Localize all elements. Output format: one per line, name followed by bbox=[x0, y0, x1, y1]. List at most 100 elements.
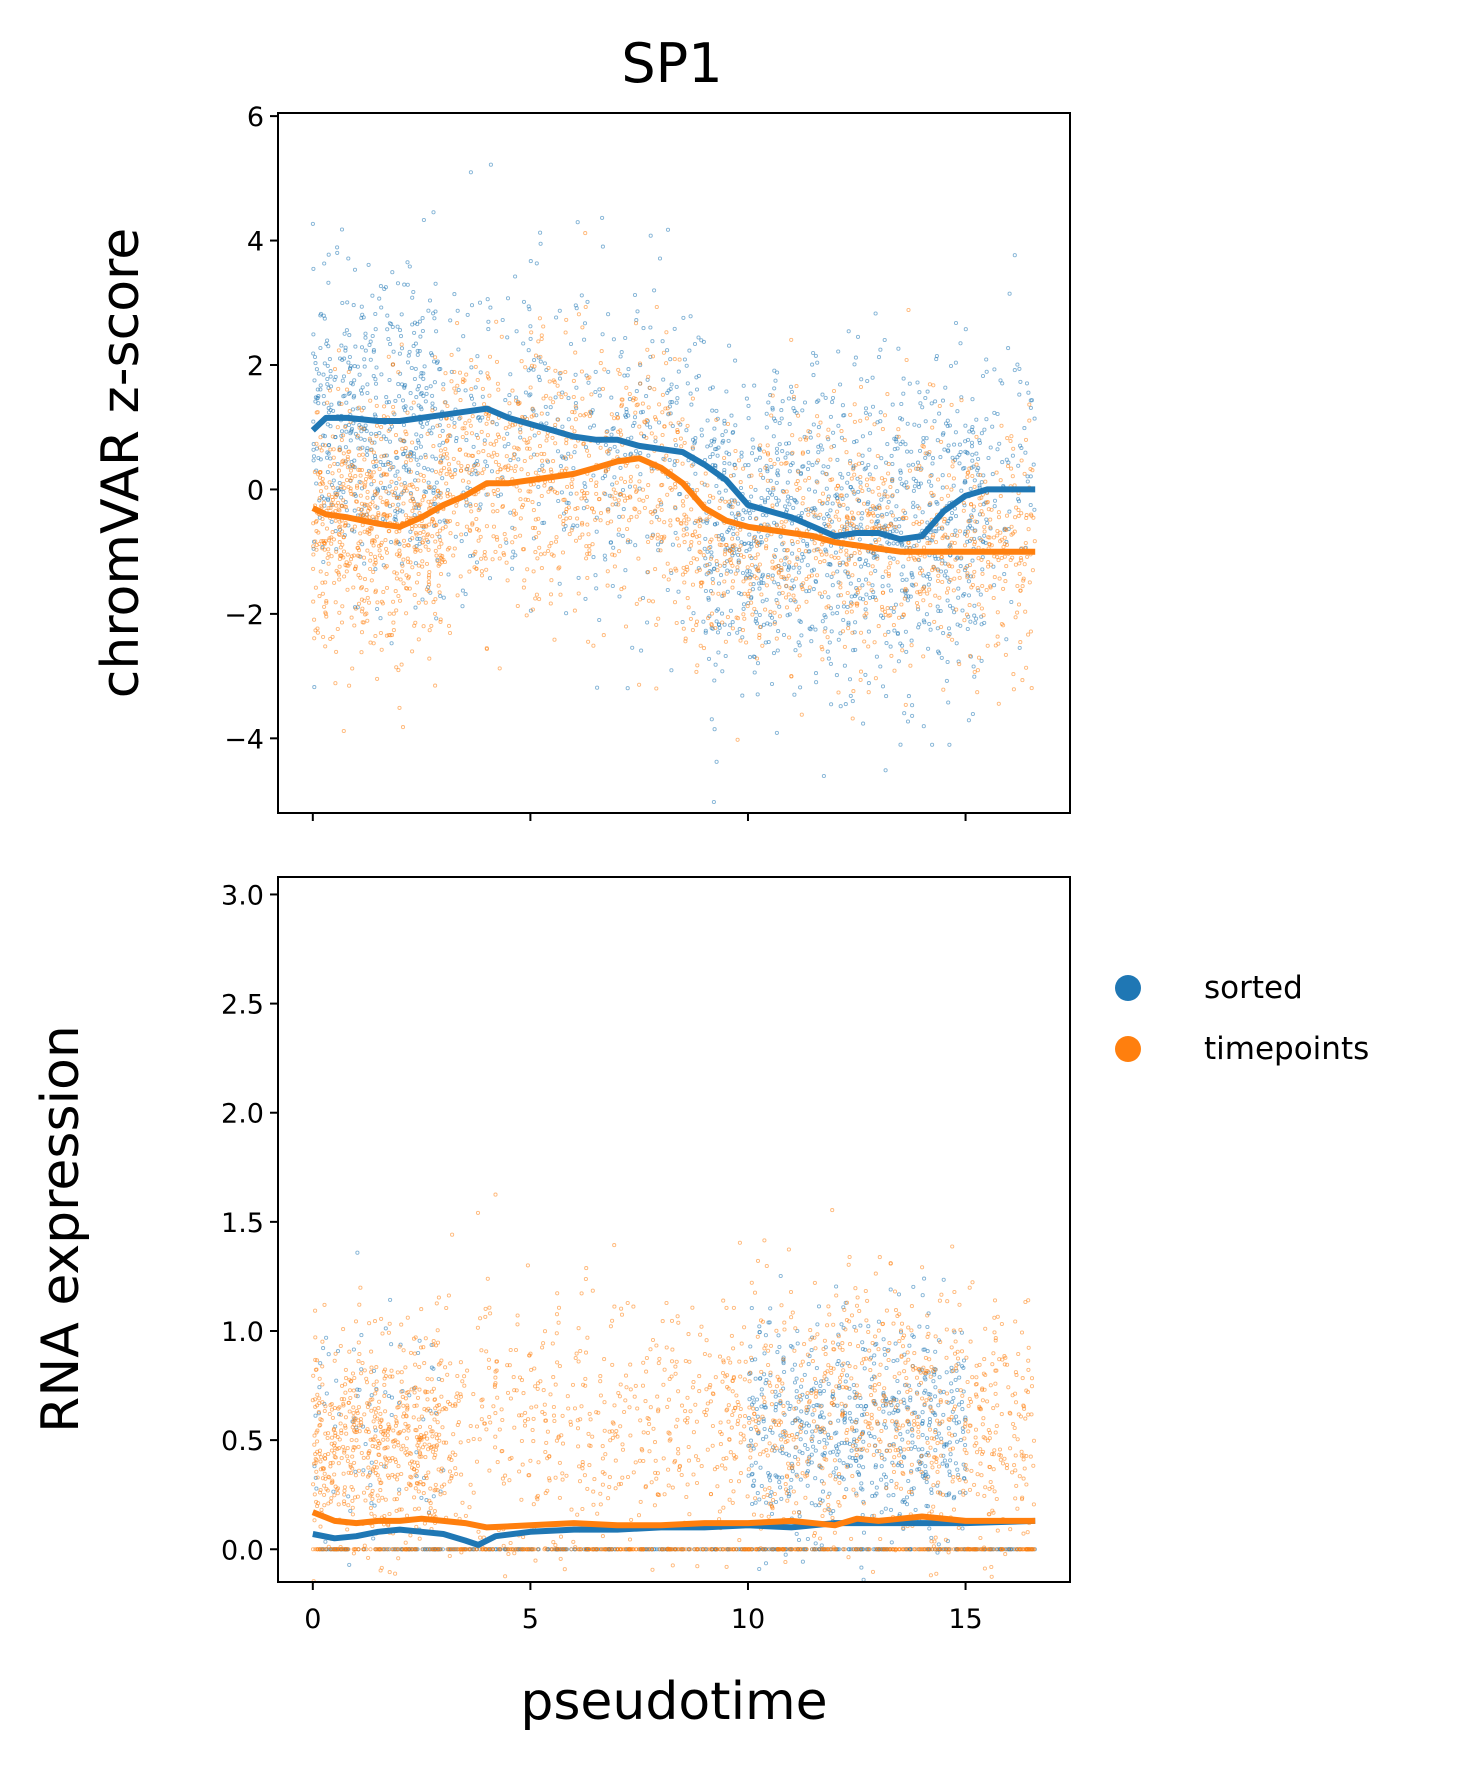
scatter-point-timepoints bbox=[988, 562, 993, 567]
scatter-point-timepoints bbox=[873, 540, 879, 545]
scatter-point-sorted bbox=[398, 508, 403, 513]
y-tick-label: 0 bbox=[247, 475, 264, 506]
scatter-point-timepoints bbox=[850, 515, 855, 520]
scatter-point-timepoints bbox=[908, 663, 913, 668]
scatter-point-timepoints bbox=[995, 634, 1000, 639]
scatter-point-timepoints bbox=[311, 544, 316, 549]
scatter-point-sorted bbox=[728, 623, 733, 628]
scatter-point-sorted bbox=[684, 428, 689, 433]
scatter-point-sorted bbox=[430, 425, 435, 430]
scatter-point-timepoints bbox=[481, 467, 486, 472]
scatter-point-sorted bbox=[947, 742, 952, 747]
scatter-point-sorted bbox=[710, 452, 715, 457]
scatter-point-sorted bbox=[656, 548, 661, 553]
scatter-point-sorted bbox=[478, 502, 483, 507]
scatter-point-timepoints bbox=[345, 465, 350, 470]
scatter-point-sorted bbox=[359, 429, 364, 434]
scatter-point-timepoints bbox=[1016, 507, 1021, 513]
scatter-point-timepoints bbox=[963, 565, 968, 571]
scatter-point-timepoints bbox=[621, 493, 627, 498]
scatter-point-timepoints bbox=[786, 573, 791, 578]
scatter-point-timepoints bbox=[735, 565, 740, 570]
scatter-point-timepoints bbox=[485, 492, 491, 497]
scatter-point-sorted bbox=[369, 1460, 374, 1465]
scatter-point-timepoints bbox=[414, 532, 419, 537]
scatter-point-sorted bbox=[313, 1475, 318, 1480]
scatter-point-sorted bbox=[963, 480, 968, 485]
scatter-point-sorted bbox=[749, 1443, 754, 1448]
scatter-point-sorted bbox=[703, 536, 708, 541]
scatter-point-sorted bbox=[830, 395, 836, 401]
scatter-point-timepoints bbox=[578, 413, 583, 418]
scatter-point-timepoints bbox=[426, 573, 432, 578]
scatter-point-timepoints bbox=[359, 585, 365, 590]
scatter-point-sorted bbox=[318, 1361, 323, 1366]
scatter-point-timepoints bbox=[396, 496, 402, 501]
scatter-point-sorted bbox=[757, 1330, 762, 1335]
scatter-point-sorted bbox=[806, 460, 811, 465]
scatter-point-sorted bbox=[526, 348, 531, 353]
scatter-point-sorted bbox=[616, 532, 621, 537]
scatter-point-sorted bbox=[385, 313, 390, 318]
scatter-point-sorted bbox=[357, 372, 362, 377]
scatter-point-sorted bbox=[722, 622, 727, 627]
scatter-point-sorted bbox=[400, 398, 406, 403]
scatter-point-sorted bbox=[942, 1458, 947, 1463]
scatter-point-timepoints bbox=[517, 488, 522, 493]
scatter-point-timepoints bbox=[713, 625, 718, 631]
scatter-point-sorted bbox=[344, 429, 349, 434]
scatter-point-sorted bbox=[800, 1451, 805, 1456]
scatter-point-timepoints bbox=[1009, 434, 1014, 439]
scatter-point-sorted bbox=[573, 401, 578, 406]
scatter-point-timepoints bbox=[561, 518, 566, 523]
scatter-point-timepoints bbox=[397, 598, 403, 603]
scatter-point-sorted bbox=[348, 438, 353, 443]
scatter-point-timepoints bbox=[368, 448, 373, 453]
scatter-point-timepoints bbox=[858, 630, 864, 635]
scatter-point-sorted bbox=[937, 411, 942, 416]
scatter-point-sorted bbox=[399, 312, 404, 317]
scatter-point-timepoints bbox=[311, 552, 316, 557]
scatter-point-sorted bbox=[402, 282, 407, 287]
scatter-point-sorted bbox=[480, 415, 485, 420]
scatter-point-sorted bbox=[607, 493, 612, 498]
scatter-point-sorted bbox=[804, 1394, 809, 1399]
scatter-point-timepoints bbox=[379, 437, 384, 442]
scatter-point-timepoints bbox=[491, 524, 497, 529]
scatter-point-sorted bbox=[950, 455, 955, 460]
scatter-point-sorted bbox=[733, 358, 738, 363]
scatter-point-sorted bbox=[347, 390, 352, 395]
scatter-point-sorted bbox=[912, 1445, 918, 1450]
scatter-point-sorted bbox=[396, 502, 401, 507]
scatter-point-sorted bbox=[805, 543, 810, 548]
scatter-point-timepoints bbox=[533, 596, 538, 601]
scatter-point-sorted bbox=[620, 533, 625, 538]
scatter-point-sorted bbox=[781, 632, 787, 638]
scatter-point-timepoints bbox=[455, 321, 460, 326]
scatter-point-timepoints bbox=[807, 585, 812, 590]
scatter-point-timepoints bbox=[504, 560, 509, 565]
scatter-point-sorted bbox=[896, 1408, 901, 1413]
scatter-point-sorted bbox=[760, 572, 765, 577]
scatter-point-sorted bbox=[992, 410, 997, 415]
scatter-point-sorted bbox=[911, 505, 916, 510]
scatter-point-sorted bbox=[416, 1350, 421, 1356]
scatter-point-sorted bbox=[707, 562, 712, 567]
scatter-point-timepoints bbox=[431, 600, 436, 605]
scatter-point-sorted bbox=[940, 473, 945, 478]
scatter-point-timepoints bbox=[364, 471, 369, 477]
scatter-point-timepoints bbox=[871, 513, 876, 518]
scatter-point-sorted bbox=[898, 742, 903, 747]
scatter-point-timepoints bbox=[374, 516, 379, 521]
scatter-point-sorted bbox=[940, 1461, 945, 1466]
scatter-point-sorted bbox=[710, 626, 715, 631]
scatter-point-sorted bbox=[746, 403, 751, 408]
scatter-point-sorted bbox=[826, 1435, 831, 1440]
scatter-point-sorted bbox=[977, 438, 982, 443]
scatter-point-sorted bbox=[814, 399, 819, 404]
scatter-point-sorted bbox=[961, 1365, 966, 1370]
scatter-point-sorted bbox=[970, 397, 975, 402]
scatter-point-sorted bbox=[777, 442, 782, 447]
scatter-point-timepoints bbox=[911, 556, 917, 561]
scatter-point-timepoints bbox=[691, 556, 696, 561]
